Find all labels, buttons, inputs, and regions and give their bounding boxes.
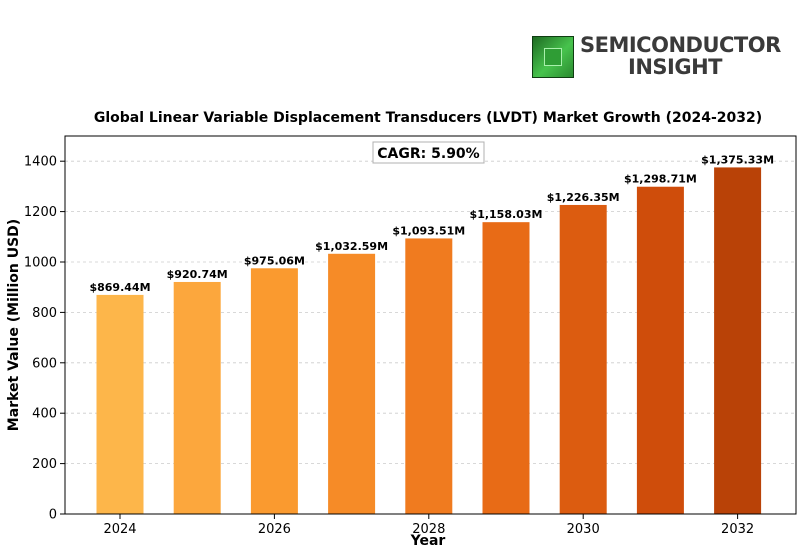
y-tick-label: 400 bbox=[32, 407, 57, 422]
data-label-2025: $920.74M bbox=[167, 268, 228, 281]
bar-2029 bbox=[482, 222, 530, 514]
data-label-2029: $1,158.03M bbox=[470, 208, 543, 221]
bar-2031 bbox=[636, 186, 684, 514]
x-axis-ticks: 2024 2026 2028 2030 2032 bbox=[103, 514, 754, 537]
data-label-2027: $1,032.59M bbox=[315, 240, 388, 253]
bar-2024 bbox=[96, 294, 144, 514]
x-axis-label: Year bbox=[410, 533, 446, 549]
bar-2026 bbox=[250, 268, 298, 514]
bars bbox=[96, 167, 762, 515]
data-label-2026: $975.06M bbox=[244, 254, 305, 267]
bar-2032 bbox=[714, 167, 762, 514]
bar-2028 bbox=[405, 238, 453, 514]
y-tick-label: 1200 bbox=[24, 205, 57, 220]
y-axis-label: Market Value (Million USD) bbox=[6, 219, 22, 431]
chart-title: Global Linear Variable Displacement Tran… bbox=[94, 110, 762, 126]
y-tick-label: 0 bbox=[49, 508, 57, 523]
x-tick-label: 2032 bbox=[721, 522, 754, 537]
data-labels: $869.44M $920.74M $975.06M $1,032.59M $1,093… bbox=[89, 153, 774, 293]
data-label-2031: $1,298.71M bbox=[624, 173, 697, 186]
logo-text-line2: INSIGHT bbox=[628, 55, 722, 79]
cagr-label: CAGR: 5.90% bbox=[377, 146, 479, 162]
y-tick-label: 600 bbox=[32, 356, 57, 371]
chip-icon bbox=[532, 36, 574, 78]
x-tick-label: 2024 bbox=[103, 522, 136, 537]
y-tick-label: 200 bbox=[32, 457, 57, 472]
semiconductor-insight-logo: SEMICONDUCTOR INSIGHT bbox=[532, 33, 782, 79]
data-label-2028: $1,093.51M bbox=[392, 224, 465, 237]
data-label-2030: $1,226.35M bbox=[547, 191, 620, 204]
bar-2025 bbox=[173, 281, 221, 514]
plot-frame bbox=[64, 135, 797, 515]
data-label-2032: $1,375.33M bbox=[701, 153, 774, 166]
x-tick-label: 2026 bbox=[258, 522, 291, 537]
cagr-box bbox=[372, 141, 485, 164]
bar-2030 bbox=[559, 204, 607, 515]
x-tick-label: 2028 bbox=[412, 522, 445, 537]
y-tick-label: 800 bbox=[32, 306, 57, 321]
y-tick-label: 1000 bbox=[24, 256, 57, 271]
cagr-annotation: CAGR: 5.90% bbox=[372, 141, 485, 164]
bar-2027 bbox=[328, 253, 376, 514]
data-label-2024: $869.44M bbox=[89, 281, 150, 294]
logo-text-line1: SEMICONDUCTOR bbox=[580, 33, 781, 57]
x-tick-label: 2030 bbox=[567, 522, 600, 537]
y-tick-label: 1400 bbox=[24, 155, 57, 170]
y-axis-ticks: 0 200 400 600 800 1000 1200 1400 bbox=[24, 155, 65, 523]
